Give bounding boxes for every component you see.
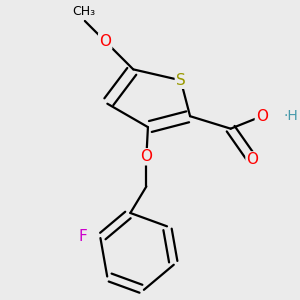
Text: S: S [176,73,186,88]
Text: CH₃: CH₃ [72,5,95,18]
Text: O: O [99,34,111,49]
Text: O: O [140,149,152,164]
Text: ·H: ·H [283,109,298,123]
Text: O: O [247,152,259,167]
Text: F: F [79,229,88,244]
Text: O: O [256,109,268,124]
